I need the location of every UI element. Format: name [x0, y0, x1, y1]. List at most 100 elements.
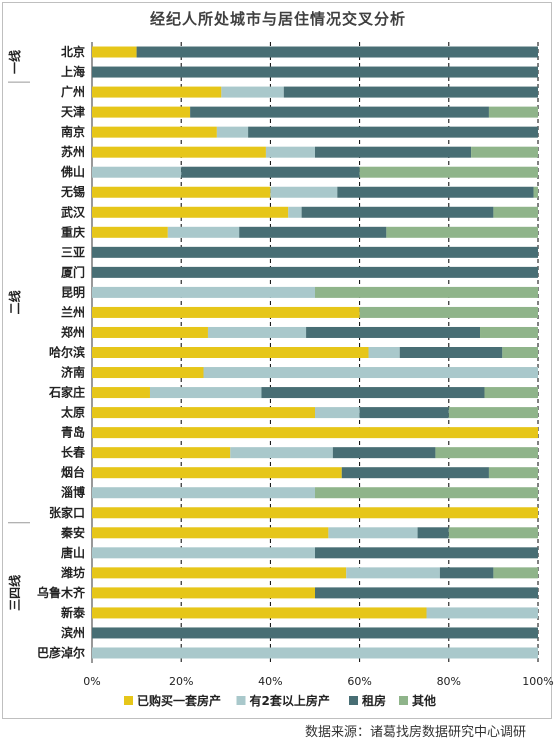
bar-segment	[207, 326, 307, 338]
bar-segment	[92, 266, 538, 278]
chart-title: 经纪人所处城市与居住情况交叉分析	[149, 10, 406, 28]
bar-segment	[448, 407, 538, 419]
bar-segment	[399, 347, 503, 358]
bar-segment	[92, 567, 347, 579]
bar-segment	[92, 46, 137, 58]
category-label: 巴彦淖尔	[37, 645, 85, 660]
bar-segment	[301, 206, 494, 218]
bar-segment	[239, 226, 387, 238]
category-label: 厦门	[61, 264, 85, 279]
category-label: 乌鲁木齐	[37, 585, 86, 600]
bar-segment	[136, 46, 538, 58]
bar-segment	[315, 587, 538, 599]
category-label: 烟台	[61, 465, 85, 480]
category-label: 新泰	[61, 605, 86, 620]
x-tick-label: 100%	[522, 675, 553, 688]
x-tick-label: 0%	[83, 675, 100, 688]
bar-segment	[448, 527, 538, 539]
bar-segment	[471, 146, 538, 158]
bar-segment	[92, 66, 538, 78]
category-label: 武汉	[61, 204, 86, 219]
bar-segment	[417, 527, 449, 539]
bar-segment	[306, 326, 481, 338]
legend-swatch	[349, 696, 358, 705]
bar-segment	[92, 226, 168, 238]
category-label: 上海	[61, 64, 85, 79]
bar-segment	[346, 567, 440, 579]
bar-segment	[488, 467, 538, 479]
bar-segment	[92, 186, 271, 198]
bar-segment	[92, 347, 369, 358]
bar-segment	[92, 86, 222, 98]
category-label: 无锡	[60, 184, 85, 199]
category-label: 哈尔滨	[49, 345, 85, 360]
bar-segment	[190, 106, 489, 118]
bar-segment	[92, 527, 329, 539]
legend-label: 租房	[362, 693, 386, 708]
bar-segment	[480, 326, 538, 338]
bar-segment	[92, 627, 538, 639]
category-label: 张家口	[49, 505, 85, 520]
bar-segment	[261, 387, 485, 399]
bar-segment	[92, 547, 315, 559]
legend-label: 其他	[412, 693, 436, 708]
bar-segment	[92, 387, 150, 399]
bar-segment	[439, 567, 494, 579]
bar-segment	[230, 447, 333, 459]
bar-segment	[92, 427, 538, 439]
bar-segment	[92, 126, 217, 138]
category-label: 苏州	[61, 144, 85, 159]
bar-segment	[315, 547, 538, 559]
category-label: 长春	[61, 445, 86, 460]
category-label: 太原	[61, 405, 85, 420]
category-label: 广州	[61, 84, 85, 99]
legend-swatch	[399, 696, 408, 705]
bar-segment	[92, 447, 231, 459]
bar-segment	[92, 206, 289, 218]
bar-segment	[265, 146, 315, 158]
bar-segment	[92, 407, 315, 419]
bar-segment	[167, 226, 240, 238]
category-label: 北京	[61, 44, 85, 59]
category-label: 三亚	[61, 245, 85, 259]
bar-segment	[92, 647, 538, 659]
category-label: 重庆	[61, 224, 85, 239]
x-tick-label: 20%	[169, 675, 193, 688]
category-label: 济南	[61, 365, 85, 380]
bar-segment	[359, 306, 538, 318]
bar-segment	[92, 286, 315, 298]
bar-segment	[92, 487, 315, 499]
bar-segment	[359, 166, 538, 178]
bar-segment	[92, 367, 204, 379]
chart-frame	[2, 2, 552, 719]
bar-segment	[435, 447, 538, 459]
bar-segment	[493, 206, 538, 218]
bar-segment	[328, 527, 418, 539]
bar-segment	[533, 186, 538, 198]
bar-segment	[92, 306, 360, 318]
bar-segment	[493, 567, 538, 579]
bar-segment	[315, 407, 360, 419]
bar-segment	[315, 146, 472, 158]
bar-segment	[332, 447, 436, 459]
category-label: 佛山	[60, 164, 85, 179]
bar-segment	[92, 146, 266, 158]
bar-segment	[283, 86, 538, 98]
x-tick-label: 60%	[347, 675, 371, 688]
group-label: 一线	[7, 50, 22, 74]
bar-segment	[502, 347, 538, 358]
bar-segment	[181, 166, 360, 178]
bar-segment	[337, 186, 534, 198]
bar-segment	[92, 246, 538, 258]
bar-segment	[270, 186, 338, 198]
bar-segment	[149, 387, 262, 399]
category-label: 淄博	[61, 485, 85, 500]
bar-segment	[315, 487, 538, 499]
bar-segment	[92, 166, 182, 178]
legend-label: 有2套以上房产	[250, 693, 330, 708]
bar-segment	[368, 347, 400, 358]
bar-segment	[488, 106, 538, 118]
bar-segment	[92, 607, 427, 619]
bar-segment	[359, 407, 449, 419]
